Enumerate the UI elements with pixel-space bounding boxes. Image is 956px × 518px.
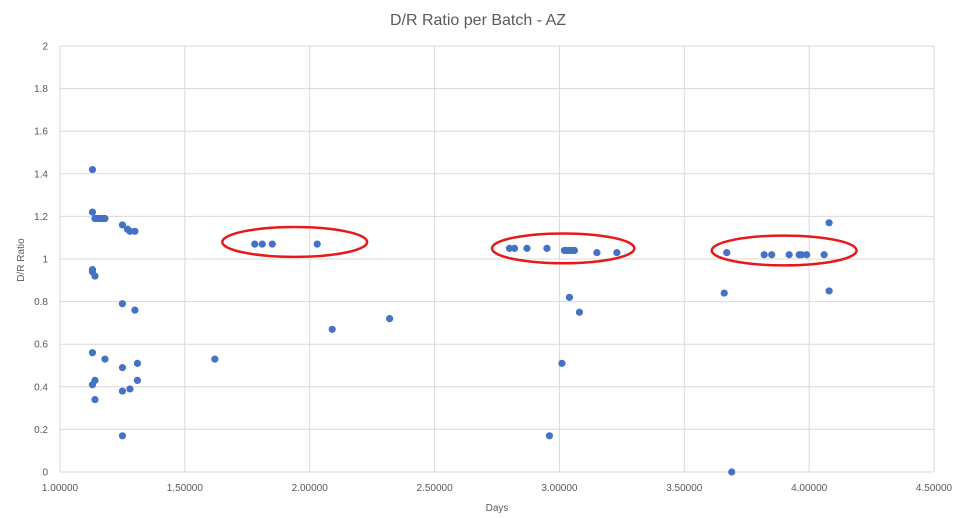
x-tick-label: 3.00000 — [541, 483, 578, 494]
data-point — [211, 355, 219, 363]
data-point — [523, 244, 531, 252]
data-point — [88, 381, 97, 389]
y-tick-label: 2 — [42, 42, 48, 53]
data-point — [505, 244, 514, 252]
x-tick-label: 1.00000 — [42, 483, 79, 494]
data-point — [251, 240, 259, 248]
data-point — [88, 165, 97, 174]
grid-lines — [59, 45, 935, 473]
y-tick-label: 0.8 — [34, 297, 48, 308]
highlight-ellipse — [710, 234, 858, 267]
x-tick-label: 4.00000 — [791, 483, 828, 494]
x-tick-label: 4.50000 — [916, 483, 953, 494]
data-point — [126, 227, 134, 235]
data-point — [798, 251, 806, 259]
y-tick-label: 1.4 — [34, 169, 48, 180]
y-tick-label: 1 — [42, 255, 48, 266]
data-point — [313, 240, 321, 248]
data-point — [91, 272, 99, 280]
data-point — [543, 244, 551, 252]
data-point — [728, 468, 736, 476]
highlight-ellipse — [490, 232, 636, 265]
data-point — [785, 251, 793, 259]
data-point — [133, 376, 142, 385]
data-point — [613, 249, 621, 257]
y-tick-label: 0 — [42, 468, 48, 479]
y-axis-label: D/R Ratio — [16, 238, 27, 282]
highlight-ellipses — [221, 225, 858, 267]
data-point — [118, 387, 127, 395]
x-axis-label: Days — [486, 503, 509, 514]
data-point — [118, 364, 127, 372]
data-point — [268, 240, 276, 248]
data-point — [575, 308, 584, 316]
data-point — [510, 244, 519, 252]
data-point — [88, 349, 97, 357]
data-point — [133, 359, 142, 367]
highlight-ellipse — [221, 225, 369, 259]
data-point — [131, 227, 139, 235]
x-tick-label: 3.50000 — [666, 483, 703, 494]
x-tick-label: 1.50000 — [167, 483, 204, 494]
data-point — [558, 359, 566, 367]
y-tick-label: 1.6 — [34, 127, 48, 138]
data-point — [760, 251, 768, 259]
data-points — [88, 165, 833, 476]
data-point — [723, 249, 731, 257]
data-point — [126, 385, 134, 393]
data-point — [570, 246, 579, 255]
y-tick-label: 0.2 — [34, 425, 48, 436]
y-tick-label: 0.6 — [34, 340, 48, 351]
data-point — [803, 251, 811, 259]
x-axis-ticks: 1.00000 1.50000 2.00000 2.50000 3.00000 3.500… — [42, 483, 953, 494]
data-point — [258, 240, 266, 248]
data-point — [565, 293, 574, 301]
y-tick-label: 0.4 — [34, 382, 48, 393]
y-tick-label: 1.8 — [34, 84, 48, 95]
data-point — [91, 395, 99, 404]
y-axis-ticks: 0 0.2 0.4 0.6 0.8 1 1.2 1.4 1.6 1.8 2 — [34, 42, 48, 479]
chart-title: D/R Ratio per Batch - AZ — [390, 12, 566, 29]
data-point — [118, 432, 127, 440]
x-tick-label: 2.00000 — [292, 483, 329, 494]
data-point — [593, 249, 601, 257]
data-point — [820, 251, 828, 259]
y-tick-label: 1.2 — [34, 212, 48, 223]
data-point — [386, 315, 394, 323]
data-point — [118, 300, 127, 308]
data-point — [545, 432, 554, 440]
data-point — [328, 325, 336, 333]
data-point — [720, 289, 728, 297]
data-point — [88, 208, 97, 216]
data-point — [101, 214, 109, 223]
data-point — [101, 355, 109, 363]
data-point — [825, 287, 833, 295]
x-tick-label: 2.50000 — [416, 483, 453, 494]
data-point — [768, 251, 776, 259]
data-point — [131, 306, 139, 314]
data-point — [825, 219, 833, 227]
data-point — [118, 221, 127, 229]
